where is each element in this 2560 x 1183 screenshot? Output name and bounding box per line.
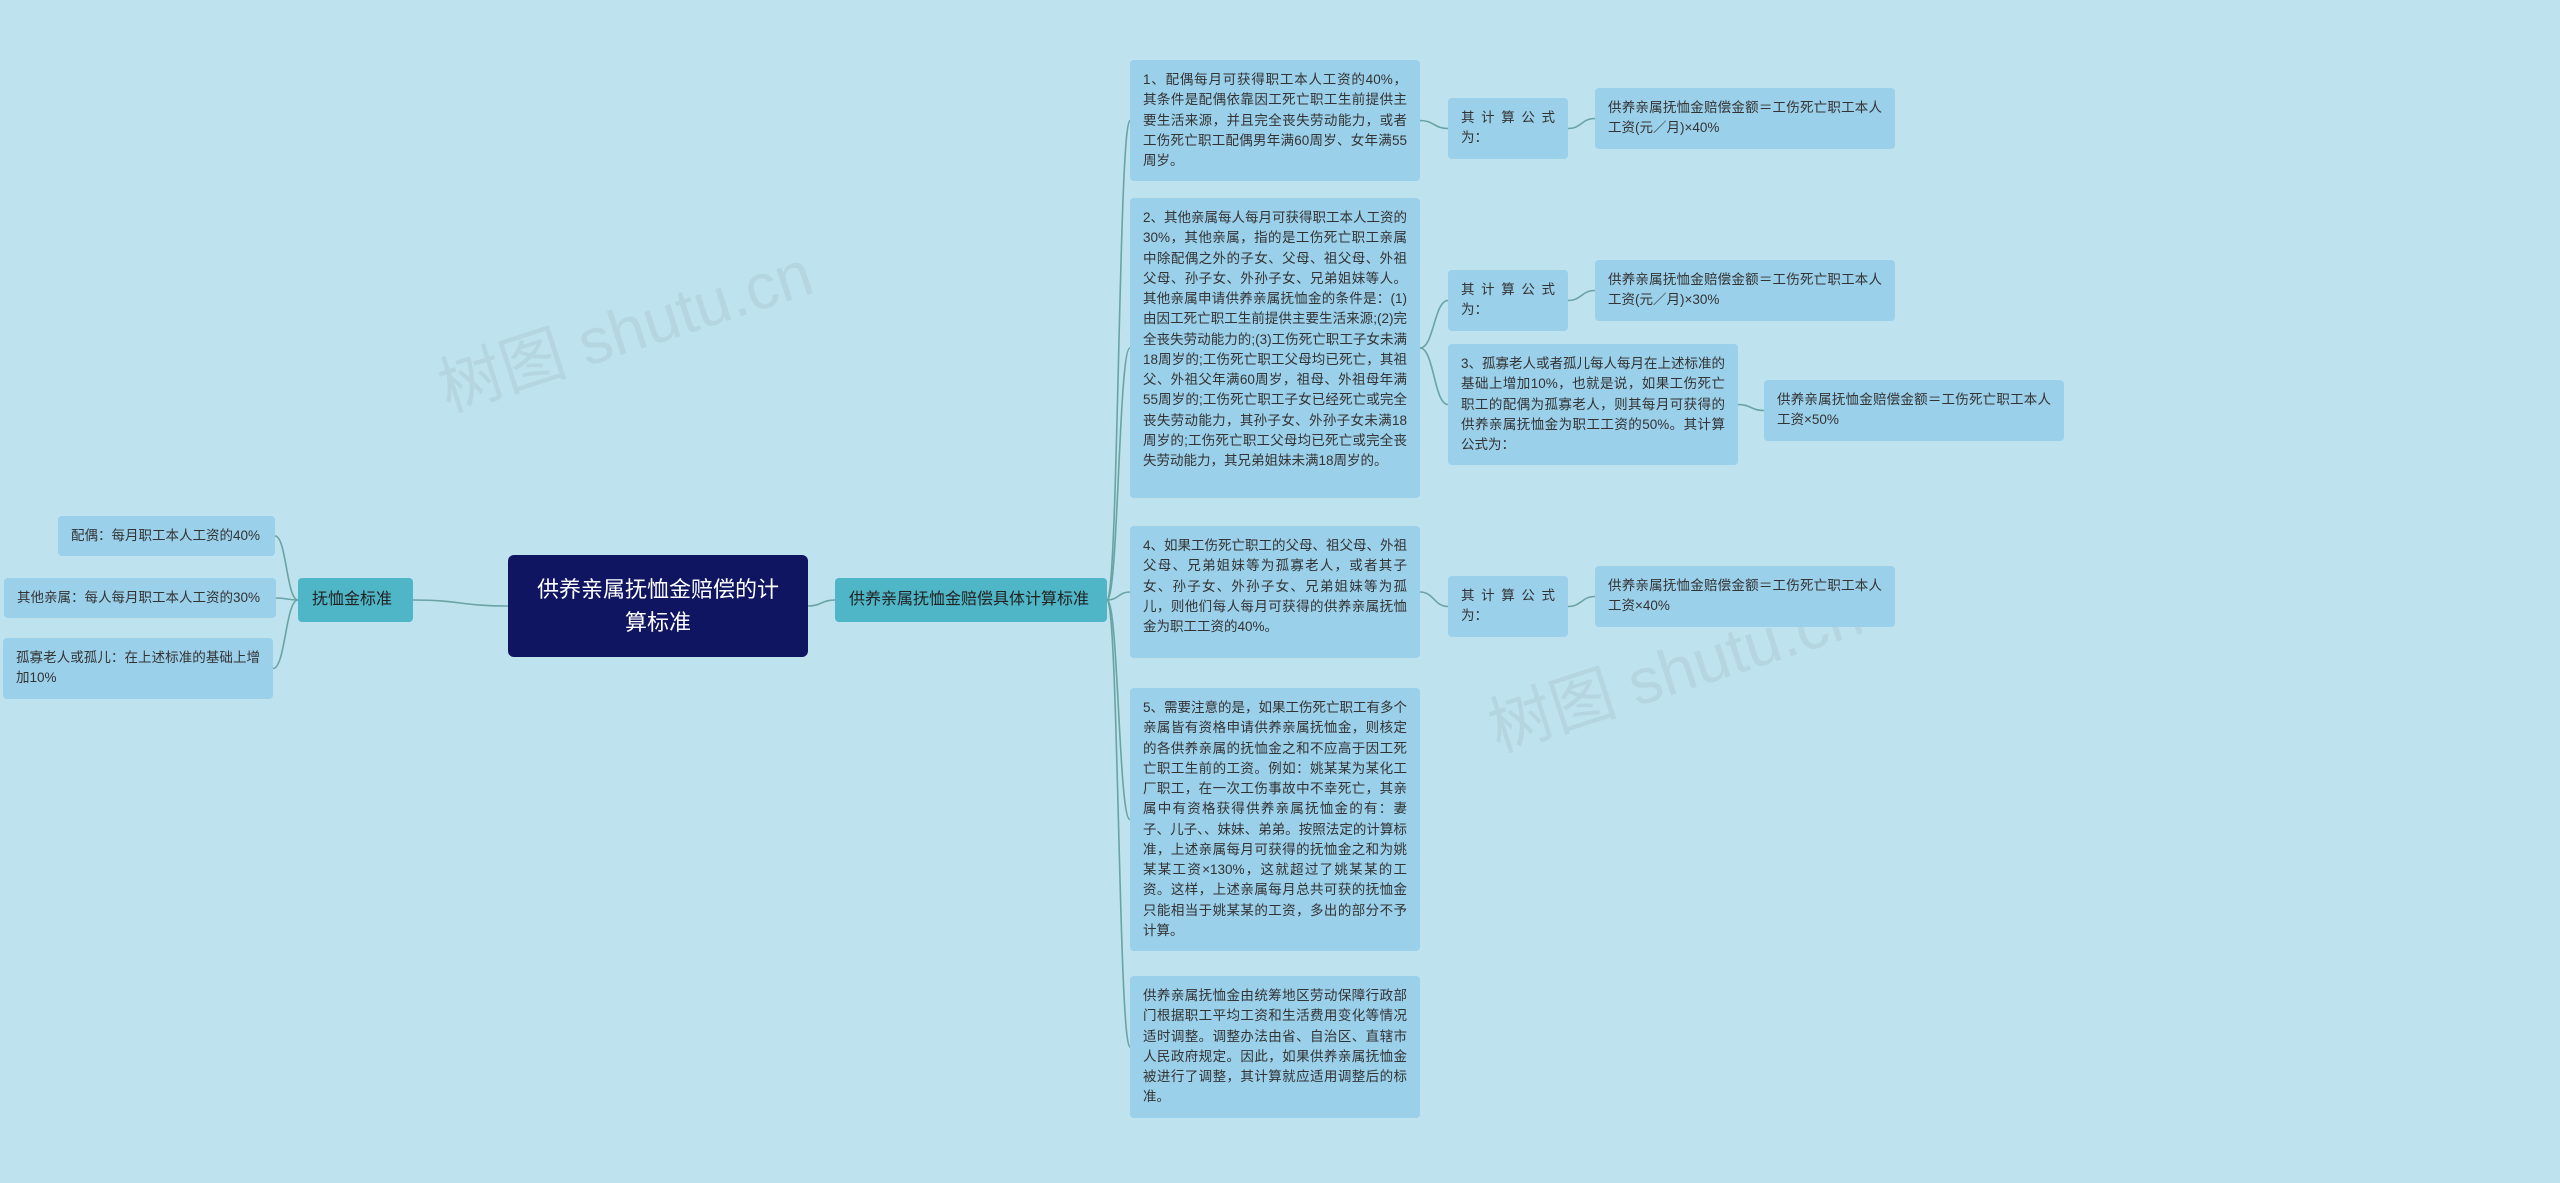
watermark: 树图 shutu.cn xyxy=(425,222,822,429)
formula-node[interactable]: 供养亲属抚恤金赔偿金额＝工伤死亡职工本人工资×40% xyxy=(1595,566,1895,627)
detail-node[interactable]: 1、配偶每月可获得职工本人工资的40%，其条件是配偶依靠因工死亡职工生前提供主要… xyxy=(1130,60,1420,181)
formula-node[interactable]: 供养亲属抚恤金赔偿金额＝工伤死亡职工本人工资(元／月)×40% xyxy=(1595,88,1895,149)
formula-label-node[interactable]: 其计算公式为： xyxy=(1448,576,1568,637)
left-branch-node[interactable]: 抚恤金标准 xyxy=(298,578,413,622)
detail-node[interactable]: 2、其他亲属每人每月可获得职工本人工资的30%，其他亲属，指的是工伤死亡职工亲属… xyxy=(1130,198,1420,498)
formula-node[interactable]: 供养亲属抚恤金赔偿金额＝工伤死亡职工本人工资(元／月)×30% xyxy=(1595,260,1895,321)
detail-node[interactable]: 5、需要注意的是，如果工伤死亡职工有多个亲属皆有资格申请供养亲属抚恤金，则核定的… xyxy=(1130,688,1420,951)
formula-label-node[interactable]: 其计算公式为： xyxy=(1448,270,1568,331)
root-node[interactable]: 供养亲属抚恤金赔偿的计 算标准 xyxy=(508,555,808,657)
formula-label-node[interactable]: 其计算公式为： xyxy=(1448,98,1568,159)
left-leaf-node[interactable]: 孤寡老人或孤儿：在上述标准的基础上增加10% xyxy=(3,638,273,699)
mindmap-canvas: 树图 shutu.cn 树图 shutu.cn 供养亲属抚恤金赔偿的计 算标准 … xyxy=(0,0,2560,1183)
detail-node[interactable]: 3、孤寡老人或者孤儿每人每月在上述标准的基础上增加10%，也就是说，如果工伤死亡… xyxy=(1448,344,1738,465)
right-branch-node[interactable]: 供养亲属抚恤金赔偿具体计算标准 xyxy=(835,578,1107,622)
left-leaf-node[interactable]: 其他亲属：每人每月职工本人工资的30% xyxy=(4,578,276,618)
left-leaf-node[interactable]: 配偶：每月职工本人工资的40% xyxy=(58,516,275,556)
detail-node[interactable]: 供养亲属抚恤金由统筹地区劳动保障行政部门根据职工平均工资和生活费用变化等情况适时… xyxy=(1130,976,1420,1118)
detail-node[interactable]: 4、如果工伤死亡职工的父母、祖父母、外祖父母、兄弟姐妹等为孤寡老人，或者其子女、… xyxy=(1130,526,1420,658)
formula-node[interactable]: 供养亲属抚恤金赔偿金额＝工伤死亡职工本人工资×50% xyxy=(1764,380,2064,441)
